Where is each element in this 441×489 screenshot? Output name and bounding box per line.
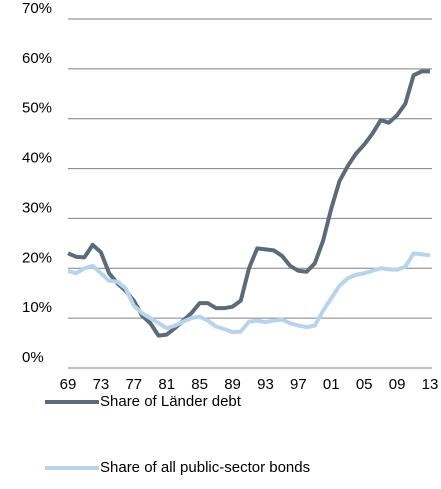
y-tick-label: 30% — [22, 199, 52, 216]
x-tick-label: 77 — [125, 376, 142, 393]
legend-label: Share of all public-sector bonds — [100, 459, 310, 476]
y-tick-label: 70% — [22, 0, 52, 17]
x-tick-label: 97 — [290, 376, 307, 393]
x-tick-label: 01 — [323, 376, 340, 393]
y-tick-label: 40% — [22, 150, 52, 167]
data-line — [67, 251, 431, 335]
y-tick-label: 20% — [22, 249, 52, 266]
y-tick-label: 0% — [22, 349, 44, 366]
x-tick-label: 73 — [93, 376, 110, 393]
x-tick-label: 69 — [60, 376, 77, 393]
x-tick-label: 13 — [422, 376, 439, 393]
x-tick-label: 89 — [224, 376, 241, 393]
y-tick-label: 50% — [22, 100, 52, 117]
x-tick-label: 09 — [389, 376, 406, 393]
x-tick-label: 05 — [356, 376, 373, 393]
x-tick-label: 93 — [257, 376, 274, 393]
y-tick-label: 10% — [22, 299, 52, 316]
data-line — [67, 69, 430, 338]
legend-label: Share of Länder debt — [100, 393, 242, 410]
y-tick-label: 60% — [22, 50, 52, 67]
x-tick-label: 81 — [158, 376, 175, 393]
x-tick-label: 85 — [191, 376, 208, 393]
